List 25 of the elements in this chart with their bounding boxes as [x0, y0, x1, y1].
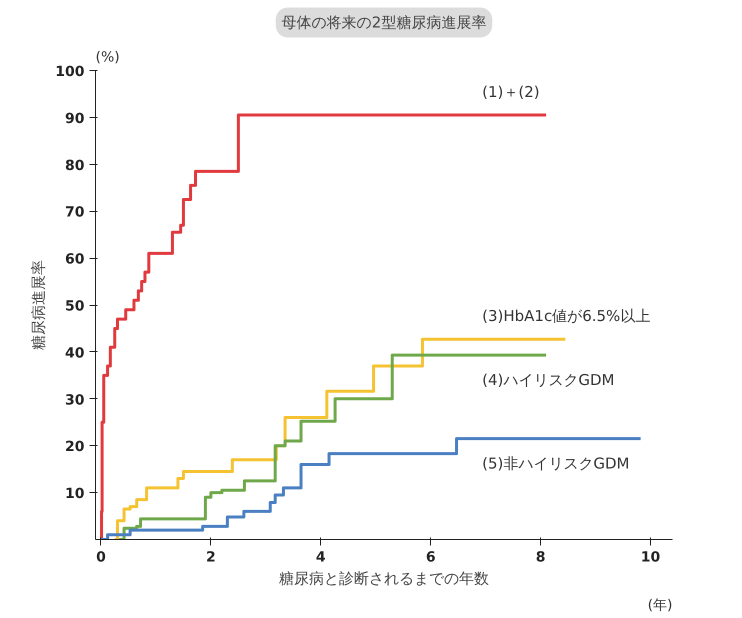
y-tick-label: 100	[55, 64, 85, 80]
y-tick-label: 90	[65, 110, 85, 127]
y-tick-label: 20	[65, 439, 85, 456]
y-tick-label: 50	[65, 298, 85, 314]
x-tick-label: 10	[640, 550, 661, 566]
x-tick-label: 0	[96, 550, 106, 566]
series-label: (1)＋(2)	[482, 83, 540, 102]
x-tick-label: 8	[536, 550, 546, 566]
y-tick-label: 80	[65, 158, 85, 174]
chart-title: 母体の将来の2型糖尿病進展率	[282, 14, 486, 32]
y-tick-label: 10	[65, 486, 85, 502]
y-tick-label: 70	[65, 204, 85, 221]
x-tick-label: 2	[206, 550, 216, 566]
y-tick-label: 30	[65, 392, 85, 408]
series-label: (3)HbA1c値が6.5%以上	[482, 307, 650, 326]
text: (%)	[96, 50, 120, 66]
y-tick-label: 40	[65, 345, 85, 362]
series-label: (4)ハイリスクGDM	[482, 371, 614, 390]
x-tick-label: 4	[316, 550, 326, 566]
text: (年)	[648, 598, 673, 614]
y-tick-label: 60	[65, 252, 85, 268]
x-tick-label: 6	[426, 550, 436, 566]
x-axis-title: 糖尿病と診断されるまでの年数	[279, 570, 489, 588]
y-axis-title: 糖尿病進展率	[29, 260, 48, 350]
series-label: (5)非ハイリスクGDM	[482, 454, 630, 473]
